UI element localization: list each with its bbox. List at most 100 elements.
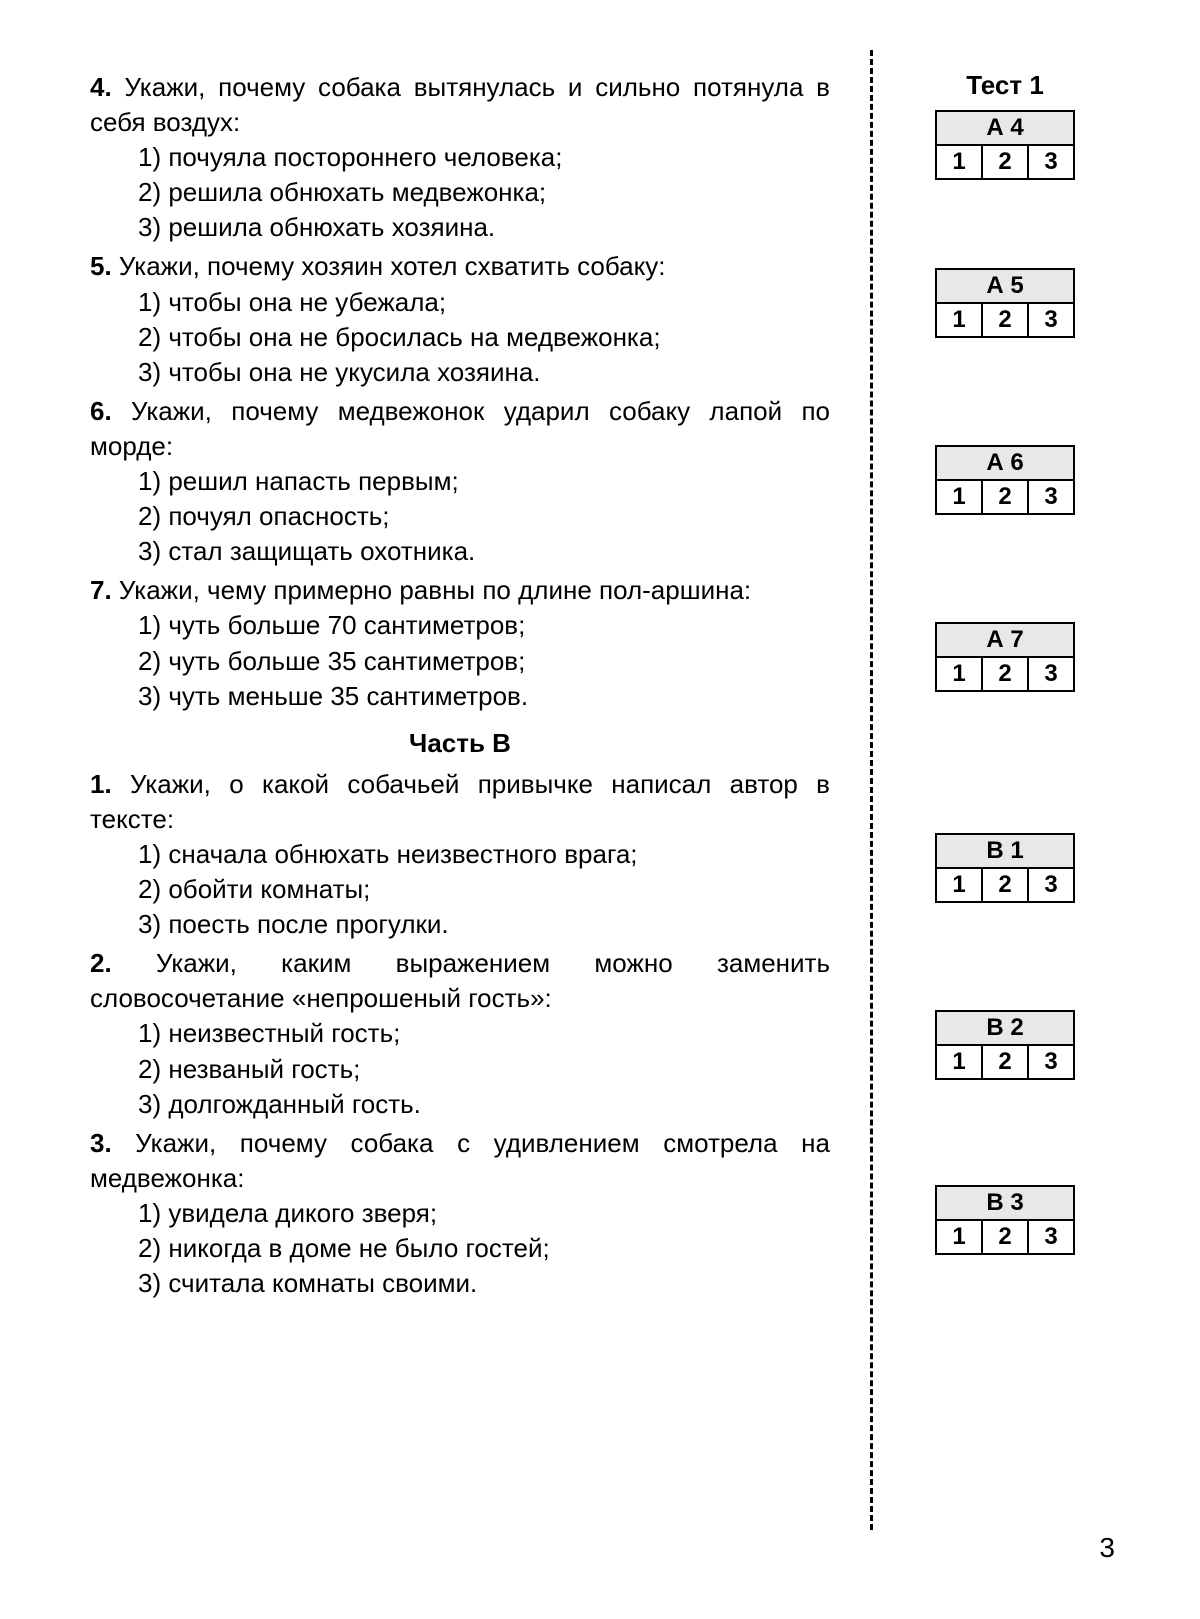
answer-box: В 2123	[935, 1010, 1075, 1080]
option: 3) долгожданный гость.	[138, 1087, 830, 1122]
answer-box-label: А 4	[936, 111, 1074, 145]
answer-box-slot: А 5123	[935, 268, 1075, 338]
question-prompt: 5. Укажи, почему хозяин хотел схватить с…	[90, 249, 830, 284]
section-heading: Часть B	[90, 726, 830, 761]
answer-option-cell[interactable]: 2	[982, 657, 1028, 691]
answer-option-cell[interactable]: 1	[936, 868, 982, 902]
answer-box-label: А 6	[936, 446, 1074, 480]
answer-box: А 4123	[935, 110, 1075, 180]
option: 3) стал защищать охотника.	[138, 534, 830, 569]
answer-box: А 6123	[935, 445, 1075, 515]
option: 1) увидела дикого зверя;	[138, 1196, 830, 1231]
answer-box: А 5123	[935, 268, 1075, 338]
option: 2) никогда в доме не было гостей;	[138, 1231, 830, 1266]
option: 3) чуть меньше 35 сантиметров.	[138, 679, 830, 714]
answer-box: А 7123	[935, 622, 1075, 692]
answer-box-slot: А 7123	[935, 622, 1075, 692]
answer-box-label: А 5	[936, 269, 1074, 303]
option: 1) сначала обнюхать неизвестного врага;	[138, 837, 830, 872]
option: 2) чуть больше 35 сантиметров;	[138, 644, 830, 679]
answer-option-cell[interactable]: 2	[982, 480, 1028, 514]
answer-option-cell[interactable]: 2	[982, 1220, 1028, 1254]
question-text: Укажи, почему медвежонок ударил собаку л…	[90, 396, 830, 461]
answer-option-cell[interactable]: 2	[982, 145, 1028, 179]
options-list: 1) чтобы она не убежала;2) чтобы она не …	[90, 285, 830, 390]
question-text: Укажи, о какой собачьей привычке написал…	[90, 769, 830, 834]
answer-option-cell[interactable]: 3	[1028, 868, 1074, 902]
answer-box-slot: В 1123	[935, 833, 1075, 903]
answer-option-cell[interactable]: 3	[1028, 145, 1074, 179]
answer-box: В 1123	[935, 833, 1075, 903]
question: 1. Укажи, о какой собачьей привычке напи…	[90, 767, 830, 942]
answer-area: Тест 1 А 4123А 5123А 6123А 7123В 1123В 2…	[890, 70, 1120, 107]
answer-box-label: А 7	[936, 623, 1074, 657]
answer-option-cell[interactable]: 3	[1028, 1220, 1074, 1254]
option: 1) чуть больше 70 сантиметров;	[138, 608, 830, 643]
question-text: Укажи, каким выражением можно заменить с…	[90, 948, 830, 1013]
answer-box-slot: А 4123	[935, 110, 1075, 180]
question-number: 5.	[90, 251, 119, 281]
options-list: 1) неизвестный гость;2) незваный гость;3…	[90, 1016, 830, 1121]
answer-option-cell[interactable]: 3	[1028, 480, 1074, 514]
question-prompt: 2. Укажи, каким выражением можно заменит…	[90, 946, 830, 1016]
answer-option-cell[interactable]: 3	[1028, 1045, 1074, 1079]
answer-option-cell[interactable]: 2	[982, 868, 1028, 902]
option: 1) неизвестный гость;	[138, 1016, 830, 1051]
answer-option-cell[interactable]: 1	[936, 1220, 982, 1254]
option: 1) чтобы она не убежала;	[138, 285, 830, 320]
question-number: 2.	[90, 948, 156, 978]
question-prompt: 3. Укажи, почему собака с удивлением смо…	[90, 1126, 830, 1196]
answer-box-slot: В 2123	[935, 1010, 1075, 1080]
answer-option-cell[interactable]: 1	[936, 657, 982, 691]
option: 2) незваный гость;	[138, 1052, 830, 1087]
answer-option-cell[interactable]: 2	[982, 303, 1028, 337]
question-text: Укажи, почему хозяин хотел схватить соба…	[119, 251, 666, 281]
question-number: 1.	[90, 769, 130, 799]
question-text: Укажи, почему собака вытянулась и сильно…	[90, 72, 830, 137]
option: 3) чтобы она не укусила хозяина.	[138, 355, 830, 390]
answer-option-cell[interactable]: 3	[1028, 657, 1074, 691]
question: 3. Укажи, почему собака с удивлением смо…	[90, 1126, 830, 1301]
question-prompt: 7. Укажи, чему примерно равны по длине п…	[90, 573, 830, 608]
answer-box-slot: А 6123	[935, 445, 1075, 515]
answer-option-cell[interactable]: 1	[936, 480, 982, 514]
vertical-divider	[870, 50, 873, 1530]
answer-option-cell[interactable]: 1	[936, 1045, 982, 1079]
question-text: Укажи, чему примерно равны по длине пол-…	[119, 575, 751, 605]
answer-box: В 3123	[935, 1185, 1075, 1255]
answer-box-label: В 2	[936, 1011, 1074, 1045]
option: 2) почуял опасность;	[138, 499, 830, 534]
option: 3) поесть после прогулки.	[138, 907, 830, 942]
question: 4. Укажи, почему собака вытянулась и сил…	[90, 70, 830, 245]
option: 1) решил напасть первым;	[138, 464, 830, 499]
option: 2) решила обнюхать медвежонка;	[138, 175, 830, 210]
options-list: 1) сначала обнюхать неизвестного врага;2…	[90, 837, 830, 942]
options-list: 1) решил напасть первым;2) почуял опасно…	[90, 464, 830, 569]
option: 2) обойти комнаты;	[138, 872, 830, 907]
options-list: 1) увидела дикого зверя;2) никогда в дом…	[90, 1196, 830, 1301]
question-number: 6.	[90, 396, 131, 426]
answer-option-cell[interactable]: 3	[1028, 303, 1074, 337]
test-title: Тест 1	[890, 70, 1120, 101]
answer-box-slot: В 3123	[935, 1185, 1075, 1255]
question-number: 3.	[90, 1128, 135, 1158]
question: 7. Укажи, чему примерно равны по длине п…	[90, 573, 830, 713]
option: 3) считала комнаты своими.	[138, 1266, 830, 1301]
question-prompt: 1. Укажи, о какой собачьей привычке напи…	[90, 767, 830, 837]
question-prompt: 6. Укажи, почему медвежонок ударил собак…	[90, 394, 830, 464]
answer-option-cell[interactable]: 1	[936, 145, 982, 179]
question-prompt: 4. Укажи, почему собака вытянулась и сил…	[90, 70, 830, 140]
option: 1) почуяла постороннего человека;	[138, 140, 830, 175]
answer-option-cell[interactable]: 1	[936, 303, 982, 337]
question-text: Укажи, почему собака с удивлением смотре…	[90, 1128, 830, 1193]
option: 3) решила обнюхать хозяина.	[138, 210, 830, 245]
content-area: 4. Укажи, почему собака вытянулась и сил…	[90, 70, 830, 1301]
page-number: 3	[1099, 1532, 1115, 1564]
question: 2. Укажи, каким выражением можно заменит…	[90, 946, 830, 1121]
answer-box-label: В 3	[936, 1186, 1074, 1220]
answer-option-cell[interactable]: 2	[982, 1045, 1028, 1079]
question-number: 7.	[90, 575, 119, 605]
answer-box-label: В 1	[936, 834, 1074, 868]
options-list: 1) чуть больше 70 сантиметров;2) чуть бо…	[90, 608, 830, 713]
options-list: 1) почуяла постороннего человека;2) реши…	[90, 140, 830, 245]
